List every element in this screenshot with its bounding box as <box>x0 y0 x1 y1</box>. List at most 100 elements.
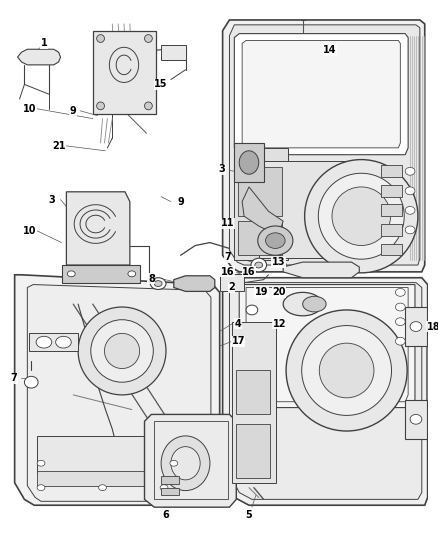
Ellipse shape <box>396 318 405 326</box>
Text: 17: 17 <box>232 336 245 346</box>
Ellipse shape <box>37 484 45 490</box>
Ellipse shape <box>246 305 258 315</box>
Polygon shape <box>234 34 408 155</box>
Ellipse shape <box>396 337 405 345</box>
Ellipse shape <box>128 271 136 277</box>
Ellipse shape <box>25 376 38 388</box>
Ellipse shape <box>97 35 105 43</box>
Ellipse shape <box>145 102 152 110</box>
Ellipse shape <box>36 336 52 348</box>
Ellipse shape <box>160 484 168 490</box>
Polygon shape <box>239 285 415 408</box>
Bar <box>259 160 376 258</box>
Polygon shape <box>18 49 60 65</box>
Polygon shape <box>283 262 359 278</box>
Text: 5: 5 <box>246 510 252 520</box>
Ellipse shape <box>302 326 392 415</box>
Ellipse shape <box>405 187 415 195</box>
Bar <box>236 370 270 415</box>
Ellipse shape <box>91 320 153 382</box>
Text: 12: 12 <box>272 319 286 329</box>
Ellipse shape <box>97 102 105 110</box>
Bar <box>154 421 227 499</box>
Text: 1: 1 <box>41 38 47 49</box>
Ellipse shape <box>396 288 405 296</box>
Text: 3: 3 <box>218 164 225 174</box>
Text: 13: 13 <box>272 257 285 267</box>
Polygon shape <box>230 282 422 499</box>
Ellipse shape <box>56 336 71 348</box>
Bar <box>61 265 140 282</box>
Ellipse shape <box>286 310 407 431</box>
Polygon shape <box>223 20 425 272</box>
Polygon shape <box>230 25 420 265</box>
Bar <box>98 41 152 99</box>
Bar <box>238 167 282 216</box>
Bar <box>234 148 288 260</box>
Bar <box>381 224 402 236</box>
Polygon shape <box>27 285 211 502</box>
Ellipse shape <box>332 187 391 246</box>
Text: 8: 8 <box>148 274 155 284</box>
Text: 7: 7 <box>11 373 17 383</box>
Ellipse shape <box>99 484 106 490</box>
Ellipse shape <box>410 322 422 332</box>
Text: 6: 6 <box>162 510 170 520</box>
Text: 4: 4 <box>235 319 242 329</box>
Text: 19: 19 <box>255 287 268 297</box>
Ellipse shape <box>410 415 422 424</box>
Text: 3: 3 <box>48 195 55 205</box>
Bar <box>405 400 427 439</box>
Ellipse shape <box>283 293 322 316</box>
Text: 21: 21 <box>52 141 65 151</box>
Polygon shape <box>223 278 427 505</box>
Polygon shape <box>14 275 220 505</box>
Text: 16: 16 <box>221 267 234 277</box>
Text: 14: 14 <box>323 45 337 55</box>
Ellipse shape <box>405 226 415 234</box>
Polygon shape <box>67 192 130 265</box>
Bar <box>381 244 402 255</box>
Text: 16: 16 <box>242 267 256 277</box>
Ellipse shape <box>154 281 162 287</box>
Bar <box>405 307 427 346</box>
Ellipse shape <box>303 296 326 312</box>
Bar <box>381 185 402 197</box>
Bar <box>161 45 186 60</box>
Text: 9: 9 <box>70 106 77 116</box>
Ellipse shape <box>150 278 166 289</box>
Bar <box>236 424 270 478</box>
Bar <box>161 488 179 496</box>
Text: 9: 9 <box>177 197 184 207</box>
Polygon shape <box>174 276 215 292</box>
Text: 18: 18 <box>427 321 438 332</box>
Polygon shape <box>145 415 236 507</box>
Bar <box>93 31 156 114</box>
Bar <box>381 205 402 216</box>
Ellipse shape <box>405 167 415 175</box>
Bar <box>381 165 402 177</box>
Bar <box>220 274 244 292</box>
Ellipse shape <box>161 436 210 490</box>
Bar <box>161 476 179 484</box>
Text: 15: 15 <box>154 79 168 90</box>
Bar <box>37 436 201 473</box>
Text: 10: 10 <box>22 104 36 114</box>
Bar <box>37 471 201 486</box>
Ellipse shape <box>405 206 415 214</box>
Text: 10: 10 <box>22 226 36 236</box>
Text: 20: 20 <box>272 287 286 297</box>
Ellipse shape <box>239 151 259 174</box>
Text: 2: 2 <box>228 282 235 293</box>
Text: 7: 7 <box>224 252 231 262</box>
Polygon shape <box>242 41 400 148</box>
Ellipse shape <box>105 333 140 368</box>
Ellipse shape <box>255 262 263 268</box>
Text: 11: 11 <box>221 218 234 228</box>
Ellipse shape <box>145 35 152 43</box>
Ellipse shape <box>171 447 200 480</box>
Polygon shape <box>242 187 283 236</box>
Ellipse shape <box>396 303 405 311</box>
Ellipse shape <box>319 343 374 398</box>
Ellipse shape <box>37 461 45 466</box>
